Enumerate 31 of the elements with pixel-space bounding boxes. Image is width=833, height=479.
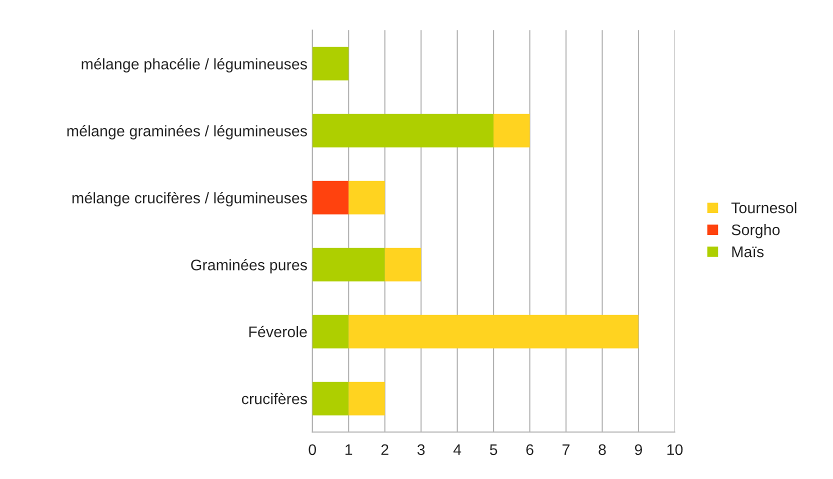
x-tick-label: 9 [634,444,642,456]
bar [348,180,385,214]
y-tick-label: mélange graminées / légumineuses [67,125,307,140]
y-tick-label: Graminées pures [191,258,307,274]
bar [312,314,349,348]
bar [348,382,385,416]
x-tick-label: 3 [417,444,425,456]
bar [384,248,422,282]
bar [348,314,638,348]
bar [312,382,349,416]
x-tick-label: 10 [667,444,683,456]
legend-label: Sorgho [732,224,780,238]
x-tick-label: 0 [308,444,316,456]
bar [312,114,494,148]
x-tick-label: 6 [526,444,534,456]
x-tick-label: 8 [598,444,606,456]
x-tick-label: 4 [453,444,462,455]
bar [494,114,530,148]
x-tick-label: 2 [381,444,388,455]
legend-label: Tournesol [731,202,796,214]
x-tick-label: 7 [562,444,570,455]
legend-label: Maïs [732,246,764,258]
y-tick-label: crucifères [242,392,307,404]
y-tick-label: mélange phacélie / légumineuses [82,58,307,72]
bar [312,180,349,214]
bar [312,46,349,80]
y-tick-label: mélange crucifères / légumineuses [72,192,307,206]
y-tick-label: Féverole [249,326,307,338]
x-tick-label: 5 [490,444,498,456]
bar [312,248,385,282]
x-tick-label: 1 [346,444,352,455]
